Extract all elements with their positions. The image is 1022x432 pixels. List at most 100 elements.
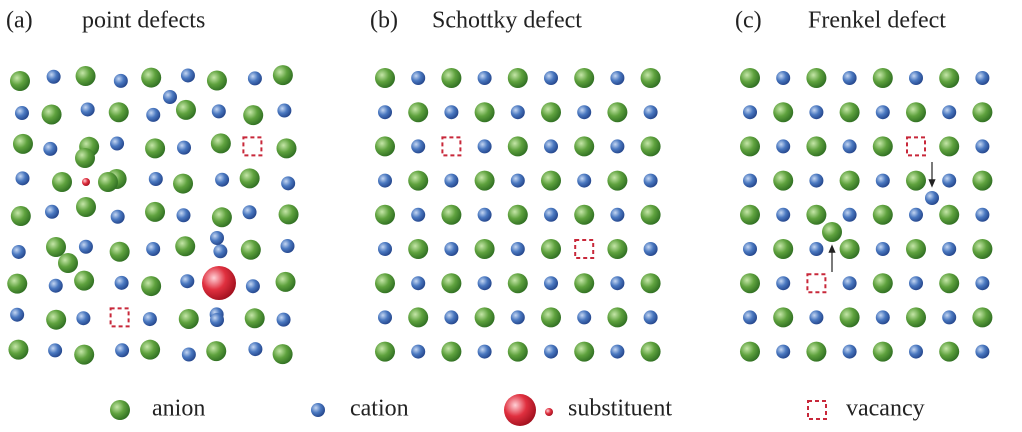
cation: [776, 276, 790, 290]
anion: [939, 342, 959, 362]
legend-label: anion: [152, 396, 205, 422]
anion: [541, 102, 561, 122]
anion: [840, 307, 860, 327]
anion: [972, 102, 992, 122]
anion: [840, 171, 860, 191]
anion: [972, 307, 992, 327]
anion: [607, 307, 627, 327]
vacancy: [442, 137, 460, 155]
cation: [511, 310, 525, 324]
anion: [52, 172, 72, 192]
anion: [74, 345, 94, 365]
anion: [276, 138, 296, 158]
cation: [115, 343, 129, 357]
anion: [273, 65, 293, 85]
anion: [906, 239, 926, 259]
legend-vacancy: [808, 401, 826, 419]
anion: [42, 104, 62, 124]
cation: [743, 174, 757, 188]
anion: [508, 136, 528, 156]
anion: [475, 171, 495, 191]
cation: [48, 343, 62, 357]
anion: [46, 237, 66, 257]
anion: [806, 136, 826, 156]
panel-title: point defects: [82, 8, 205, 34]
anion: [740, 205, 760, 225]
cation: [843, 71, 857, 85]
anion: [574, 273, 594, 293]
cation: [544, 71, 558, 85]
anion: [211, 133, 231, 153]
cation: [12, 245, 26, 259]
anion: [375, 205, 395, 225]
cation: [478, 276, 492, 290]
anion: [207, 71, 227, 91]
cation: [444, 174, 458, 188]
anion: [176, 100, 196, 120]
cation: [975, 345, 989, 359]
cation: [444, 310, 458, 324]
cation: [809, 105, 823, 119]
cation: [79, 240, 93, 254]
anion: [906, 102, 926, 122]
vacancy: [907, 137, 925, 155]
cation: [210, 313, 224, 327]
substituent: [202, 266, 236, 300]
cation: [876, 242, 890, 256]
anion: [206, 341, 226, 361]
cation: [610, 345, 624, 359]
cation: [163, 90, 177, 104]
legend-anion: [110, 400, 130, 420]
anion: [243, 105, 263, 125]
anion: [607, 171, 627, 191]
panel-label: (a): [6, 8, 33, 34]
cation: [246, 279, 260, 293]
anion: [574, 136, 594, 156]
anion: [740, 68, 760, 88]
cation: [942, 310, 956, 324]
cation: [444, 105, 458, 119]
cation: [843, 139, 857, 153]
anion: [408, 171, 428, 191]
cation: [511, 105, 525, 119]
cation: [876, 310, 890, 324]
cation: [577, 105, 591, 119]
cation: [277, 104, 291, 118]
cation: [213, 244, 227, 258]
cation: [49, 279, 63, 293]
legend-label: substituent: [568, 396, 672, 422]
anion: [873, 68, 893, 88]
cation: [975, 71, 989, 85]
vacancy: [111, 308, 129, 326]
anion: [141, 276, 161, 296]
anion: [873, 273, 893, 293]
anion: [508, 273, 528, 293]
anion: [408, 307, 428, 327]
anion: [13, 134, 33, 154]
anion: [740, 273, 760, 293]
anion: [408, 102, 428, 122]
cation: [743, 105, 757, 119]
anion: [574, 205, 594, 225]
vacancy: [575, 240, 593, 258]
anion: [508, 342, 528, 362]
anion: [375, 342, 395, 362]
anion: [840, 239, 860, 259]
anion: [873, 342, 893, 362]
anion: [873, 136, 893, 156]
anion: [441, 68, 461, 88]
anion: [11, 206, 31, 226]
cation: [444, 242, 458, 256]
cation: [277, 313, 291, 327]
anion: [58, 253, 78, 273]
anion: [773, 102, 793, 122]
cation: [843, 345, 857, 359]
anion: [276, 272, 296, 292]
anion: [906, 307, 926, 327]
anion: [273, 344, 293, 364]
anion: [641, 342, 661, 362]
cation: [143, 312, 157, 326]
anion: [141, 68, 161, 88]
cation: [809, 242, 823, 256]
anion: [541, 239, 561, 259]
